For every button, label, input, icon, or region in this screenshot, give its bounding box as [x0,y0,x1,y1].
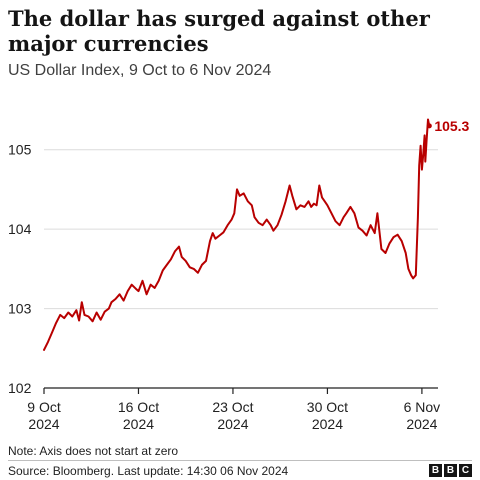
y-tick-label: 102 [8,380,32,396]
x-tick-label: 23 Oct [212,399,253,415]
x-tick-label: 9 Oct [27,399,61,415]
series-line-0 [43,118,431,351]
x-tick-year-label: 2024 [217,416,248,432]
y-tick-label: 104 [8,221,32,237]
x-tick-year-label: 2024 [123,416,154,432]
logo-block-b2: B [444,464,457,477]
x-tick-label: 6 Nov [404,399,441,415]
series-end-point [426,123,432,129]
x-tick-year-label: 2024 [28,416,59,432]
logo-block-b1: B [429,464,442,477]
chart-subtitle: US Dollar Index, 9 Oct to 6 Nov 2024 [8,62,272,79]
x-tick-label: 16 Oct [118,399,159,415]
footer-divider [8,460,472,461]
axis-note: Note: Axis does not start at zero [8,444,179,458]
end-value-label: 105.3 [434,118,469,134]
y-tick-label: 103 [8,301,32,317]
y-tick-label: 105 [8,142,32,158]
source-text: Source: Bloomberg. Last update: 14:30 06… [8,464,289,478]
x-tick-year-label: 2024 [406,416,437,432]
bbc-logo: B B C [429,464,472,477]
logo-block-c: C [459,464,472,477]
chart-title: The dollar has surged against other majo… [8,6,430,56]
x-tick-label: 30 Oct [307,399,348,415]
x-tick-year-label: 2024 [312,416,343,432]
